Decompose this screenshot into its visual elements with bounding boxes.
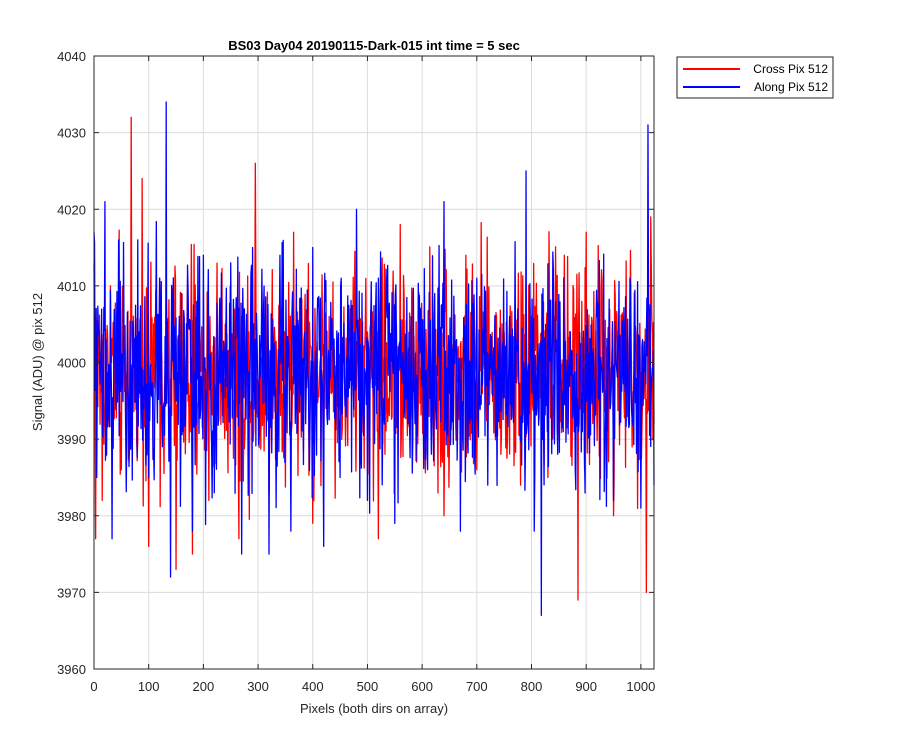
y-tick-label: 3980 bbox=[57, 509, 86, 524]
x-tick-label: 400 bbox=[302, 679, 324, 694]
y-tick-label: 4020 bbox=[57, 202, 86, 217]
legend-box bbox=[676, 56, 834, 99]
y-tick-label: 3960 bbox=[57, 662, 86, 677]
y-tick-label: 4000 bbox=[57, 356, 86, 371]
x-tick-label: 500 bbox=[357, 679, 379, 694]
x-tick-label: 700 bbox=[466, 679, 488, 694]
x-tick-label: 800 bbox=[521, 679, 543, 694]
y-tick-label: 3990 bbox=[57, 432, 86, 447]
series-layer bbox=[93, 101, 655, 617]
x-tick-label: 1000 bbox=[626, 679, 655, 694]
x-tick-label: 600 bbox=[411, 679, 433, 694]
x-tick-label: 100 bbox=[138, 679, 160, 694]
y-axis-label: Signal (ADU) @ pix 512 bbox=[30, 293, 45, 431]
y-tick-label: 4030 bbox=[57, 126, 86, 141]
x-axis-label: Pixels (both dirs on array) bbox=[300, 701, 448, 716]
series-line-along bbox=[93, 101, 655, 617]
y-tick-label: 3970 bbox=[57, 585, 86, 600]
x-tick-label: 300 bbox=[247, 679, 269, 694]
legend-label-along: Along Pix 512 bbox=[754, 80, 828, 94]
ticks: 0 100 200 300 400 500 600 700 800 900 1000 3960 3970… bbox=[57, 49, 655, 694]
x-tick-label: 200 bbox=[193, 679, 215, 694]
y-tick-label: 4010 bbox=[57, 279, 86, 294]
legend-label-cross: Cross Pix 512 bbox=[753, 62, 828, 76]
x-tick-label: 0 bbox=[90, 679, 97, 694]
y-tick-label: 4040 bbox=[57, 49, 86, 64]
x-tick-label: 900 bbox=[575, 679, 597, 694]
legend: Cross Pix 512 Along Pix 512 bbox=[676, 56, 834, 99]
chart-title: BS03 Day04 20190115-Dark-015 int time = … bbox=[228, 38, 520, 53]
